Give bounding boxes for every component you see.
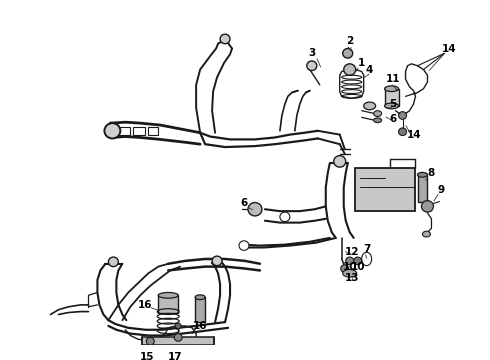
Text: 12: 12 [344, 247, 359, 257]
Circle shape [343, 64, 356, 75]
Circle shape [343, 49, 353, 58]
Circle shape [307, 61, 317, 71]
Circle shape [354, 257, 362, 265]
Circle shape [104, 123, 121, 139]
Ellipse shape [364, 102, 376, 110]
Circle shape [398, 128, 407, 136]
Bar [158, 295, 178, 312]
Circle shape [341, 265, 349, 273]
Bar [195, 297, 205, 322]
Text: 10: 10 [343, 262, 357, 272]
Circle shape [334, 156, 346, 167]
Text: 7: 7 [363, 244, 370, 255]
Circle shape [174, 334, 182, 341]
Ellipse shape [374, 111, 382, 116]
Circle shape [398, 112, 407, 119]
Bar [133, 127, 145, 135]
Ellipse shape [385, 86, 398, 91]
Bar [385, 89, 398, 106]
Circle shape [346, 257, 354, 265]
Circle shape [421, 201, 434, 212]
Circle shape [108, 257, 119, 267]
Text: 9: 9 [438, 185, 445, 195]
Bar [119, 127, 130, 135]
Circle shape [175, 323, 181, 329]
Bar [417, 175, 427, 202]
Text: 16: 16 [193, 321, 207, 331]
Text: 13: 13 [344, 273, 359, 283]
Circle shape [239, 241, 249, 250]
Text: 6: 6 [389, 114, 396, 124]
Text: 11: 11 [385, 74, 400, 84]
Circle shape [220, 34, 230, 44]
Text: 16: 16 [138, 300, 152, 310]
Ellipse shape [374, 118, 382, 123]
Bar [148, 127, 158, 135]
Text: 14: 14 [407, 130, 422, 140]
Ellipse shape [343, 270, 357, 277]
Text: 2: 2 [346, 36, 353, 46]
Bar [142, 337, 214, 345]
Text: 8: 8 [428, 168, 435, 178]
Ellipse shape [422, 231, 431, 237]
Ellipse shape [158, 292, 178, 298]
Text: 3: 3 [308, 48, 316, 58]
Circle shape [147, 337, 154, 345]
Bar [355, 168, 415, 211]
Text: 1: 1 [358, 58, 365, 68]
Text: 6: 6 [241, 198, 247, 208]
Text: 10: 10 [350, 262, 365, 272]
Ellipse shape [195, 295, 205, 300]
Circle shape [212, 256, 222, 266]
Ellipse shape [417, 172, 427, 177]
Ellipse shape [385, 103, 398, 109]
Text: 15: 15 [140, 352, 154, 360]
Text: 14: 14 [442, 44, 457, 54]
Circle shape [280, 212, 290, 222]
Text: 4: 4 [366, 64, 373, 75]
Text: 5: 5 [389, 99, 396, 109]
Text: 17: 17 [168, 352, 182, 360]
Circle shape [248, 203, 262, 216]
